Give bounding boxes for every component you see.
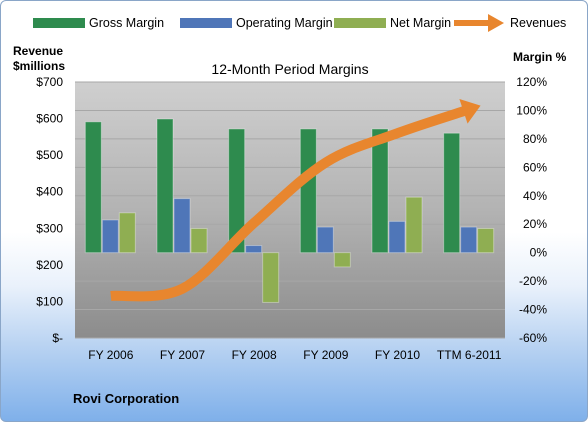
right-tick-label: -40% <box>519 303 547 317</box>
left-tick-label: $300 <box>36 221 63 235</box>
chart-title: 12-Month Period Margins <box>211 61 368 77</box>
right-tick-label: 0% <box>530 246 548 260</box>
left-axis-title-line2: $millions <box>13 59 65 73</box>
right-tick-label: -60% <box>519 331 547 345</box>
legend-label-gross-margin: Gross Margin <box>89 16 164 30</box>
bar-gross-margin <box>156 118 174 254</box>
category-label: FY 2010 <box>375 348 420 362</box>
right-tick-label: 80% <box>523 132 547 146</box>
bar-operating-margin <box>316 226 334 254</box>
category-label: FY 2007 <box>160 348 205 362</box>
legend-swatch-gross-margin <box>33 18 85 28</box>
category-label: TTM 6-2011 <box>437 348 502 362</box>
left-tick-label: $- <box>52 331 63 345</box>
revenue-line <box>110 104 471 302</box>
revenue-arrowhead <box>459 98 481 124</box>
legend-label-revenues: Revenues <box>510 16 566 30</box>
legend-arrow-revenues <box>488 14 504 32</box>
bar-operating-margin <box>388 220 406 254</box>
bar-gross-margin <box>443 132 461 254</box>
revenue-line-layer <box>110 98 481 302</box>
right-tick-label: 20% <box>523 217 547 231</box>
right-tick-label: 100% <box>516 103 547 117</box>
left-tick-label: $500 <box>36 148 63 162</box>
legend-label-operating-margin: Operating Margin <box>236 16 333 30</box>
bar-net-margin <box>118 212 136 254</box>
bar-operating-margin <box>101 219 119 254</box>
bar-gross-margin <box>84 121 102 254</box>
bar-operating-margin <box>173 198 191 254</box>
bar-net-margin <box>190 227 208 254</box>
category-label: FY 2006 <box>88 348 133 362</box>
bar-operating-margin <box>460 226 478 254</box>
footer-company: Rovi Corporation <box>73 391 179 406</box>
left-tick-label: $400 <box>36 185 63 199</box>
bar-gross-margin <box>228 128 246 254</box>
bar-net-margin <box>405 196 423 254</box>
category-label: FY 2009 <box>303 348 348 362</box>
bar-operating-margin <box>245 245 263 254</box>
bar-net-margin <box>477 227 495 254</box>
bar-net-margin <box>333 252 351 268</box>
category-label: FY 2008 <box>232 348 277 362</box>
bars-layer <box>84 118 495 303</box>
gridlines <box>75 81 505 339</box>
legend: Gross Margin Operating Margin Net Margin Re… <box>33 14 566 32</box>
left-tick-label: $200 <box>36 258 63 272</box>
legend-label-net-margin: Net Margin <box>390 16 451 30</box>
left-tick-label: $100 <box>36 294 63 308</box>
right-tick-label: 120% <box>516 75 547 89</box>
right-axis-title: Margin % <box>513 50 567 64</box>
bar-net-margin <box>262 252 280 303</box>
right-tick-label: 40% <box>523 189 547 203</box>
right-tick-label: 60% <box>523 160 547 174</box>
bar-gross-margin <box>371 128 389 254</box>
legend-swatch-net-margin <box>334 18 386 28</box>
category-labels: FY 2006 FY 2007 FY 2008 FY 2009 FY 2010 TTM 6… <box>88 348 501 362</box>
right-tick-label: -20% <box>519 274 547 288</box>
left-axis-ticks: $- $100 $200 $300 $400 $500 $600 $700 <box>36 75 63 345</box>
left-tick-label: $700 <box>36 75 63 89</box>
right-axis-ticks: -60% -40% -20% 0% 20% 40% 60% 80% 100% 120% <box>516 75 547 345</box>
bar-gross-margin <box>299 128 317 254</box>
legend-swatch-operating-margin <box>180 18 232 28</box>
left-axis-title-line1: Revenue <box>13 44 63 58</box>
left-tick-label: $600 <box>36 112 63 126</box>
